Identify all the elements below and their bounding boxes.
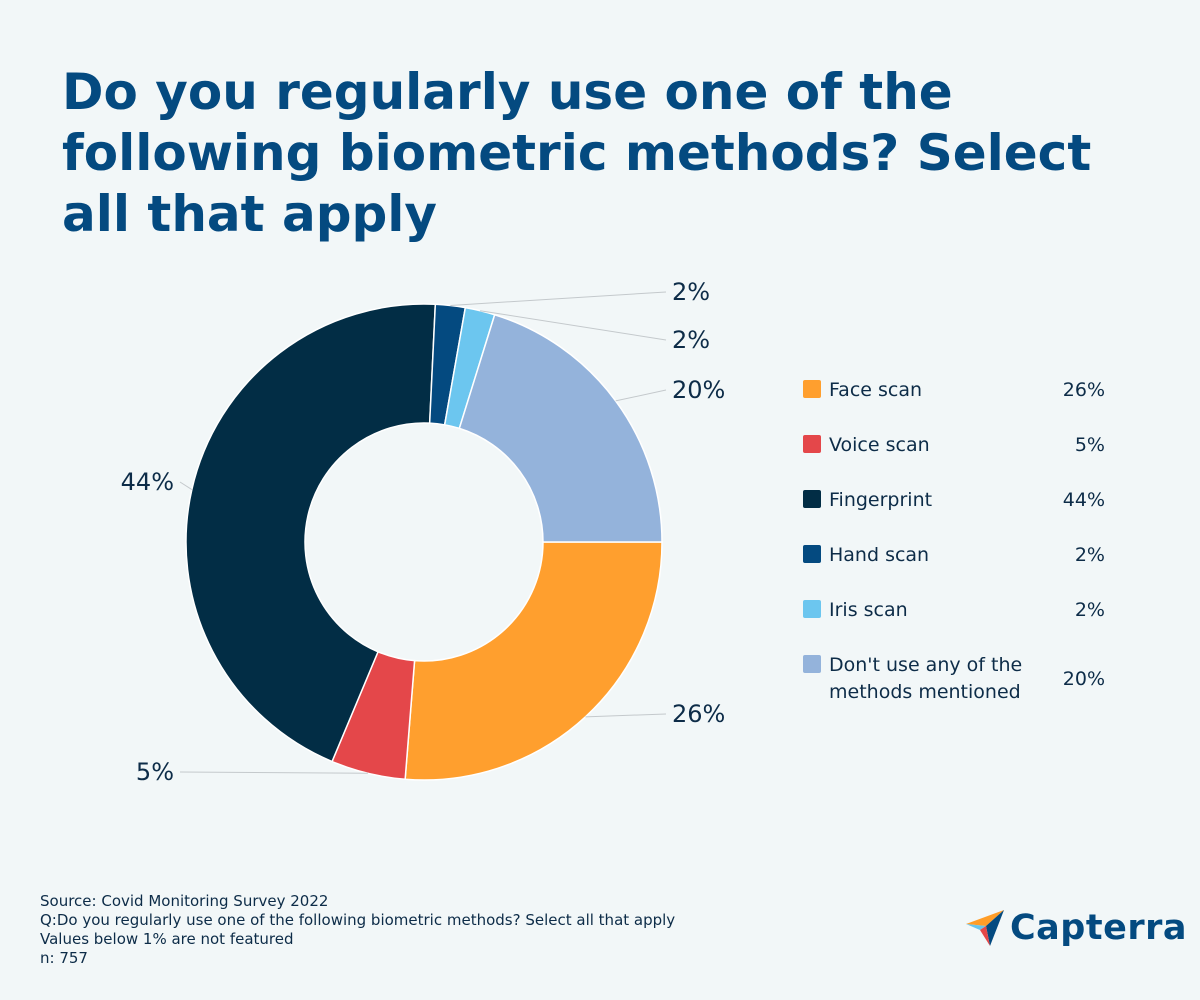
slice-label: 2% <box>672 326 710 354</box>
legend-value: 26% <box>1062 379 1105 401</box>
leader-line <box>480 310 667 341</box>
legend-value: 5% <box>1074 434 1105 456</box>
slice-label: 44% <box>121 468 174 496</box>
legend-value: 2% <box>1074 599 1105 621</box>
donut-slices <box>185 303 663 781</box>
legend-item-iris-scan: Iris scan 2% <box>803 596 1105 624</box>
legend-label: Voice scan <box>829 433 930 456</box>
source-note: Source: Covid Monitoring Survey 2022 <box>40 892 329 910</box>
leader-line <box>615 389 667 402</box>
legend-item-voice-scan: Voice scan 5% <box>803 431 1105 459</box>
footnotes: Source: Covid Monitoring Survey 2022 Q:D… <box>40 892 675 968</box>
leader-line <box>179 771 368 774</box>
leader-line <box>450 291 667 306</box>
capterra-arrow-logo-icon <box>966 910 1004 946</box>
logo-text: Capterra <box>1010 908 1187 948</box>
leader-lines <box>179 291 667 774</box>
legend-label: Iris scan <box>829 598 908 621</box>
legend-value: 44% <box>1062 489 1105 511</box>
legend-label: Fingerprint <box>829 488 933 511</box>
legend-label: Hand scan <box>829 543 930 566</box>
donut-slice-face-scan <box>404 541 663 781</box>
donut-slice-don-t-use-any-of-the-methods-mentioned <box>458 313 663 543</box>
legend: Face scan 26% Voice scan 5% Fingerprint … <box>803 376 1105 734</box>
chart-title: Do you regularly use one of the followin… <box>62 63 1092 243</box>
legend-label: Face scan <box>829 378 923 401</box>
legend-label: Don't use any of the methods mentioned <box>829 654 1023 703</box>
legend-item-face-scan: Face scan 26% <box>803 376 1105 404</box>
capterra-logo: Capterra <box>966 908 1187 948</box>
legend-swatch <box>803 490 821 508</box>
donut-slice-fingerprint <box>185 303 437 763</box>
legend-swatch <box>803 435 821 453</box>
leader-line <box>585 713 667 718</box>
slice-label: 5% <box>136 758 174 786</box>
legend-swatch <box>803 380 821 398</box>
leader-line <box>179 481 193 490</box>
slice-labels: 26% 5% 44% 2% 2% 20% <box>121 278 726 786</box>
slice-label: 26% <box>672 700 725 728</box>
values-note: Values below 1% are not featured <box>40 930 294 948</box>
donut-chart: 26% 5% 44% 2% 2% 20% <box>121 278 726 786</box>
question-note: Q:Do you regularly use one of the follow… <box>40 911 676 929</box>
legend-item-none: Don't use any of the methods mentioned 2… <box>803 651 1105 707</box>
slice-label: 2% <box>672 278 710 306</box>
legend-swatch <box>803 600 821 618</box>
legend-swatch <box>803 545 821 563</box>
legend-value: 20% <box>1062 668 1105 690</box>
legend-item-fingerprint: Fingerprint 44% <box>803 486 1105 514</box>
sample-size: n: 757 <box>40 949 88 967</box>
slice-label: 20% <box>672 376 725 404</box>
legend-item-hand-scan: Hand scan 2% <box>803 541 1105 569</box>
legend-swatch <box>803 655 821 673</box>
legend-value: 2% <box>1074 544 1105 566</box>
